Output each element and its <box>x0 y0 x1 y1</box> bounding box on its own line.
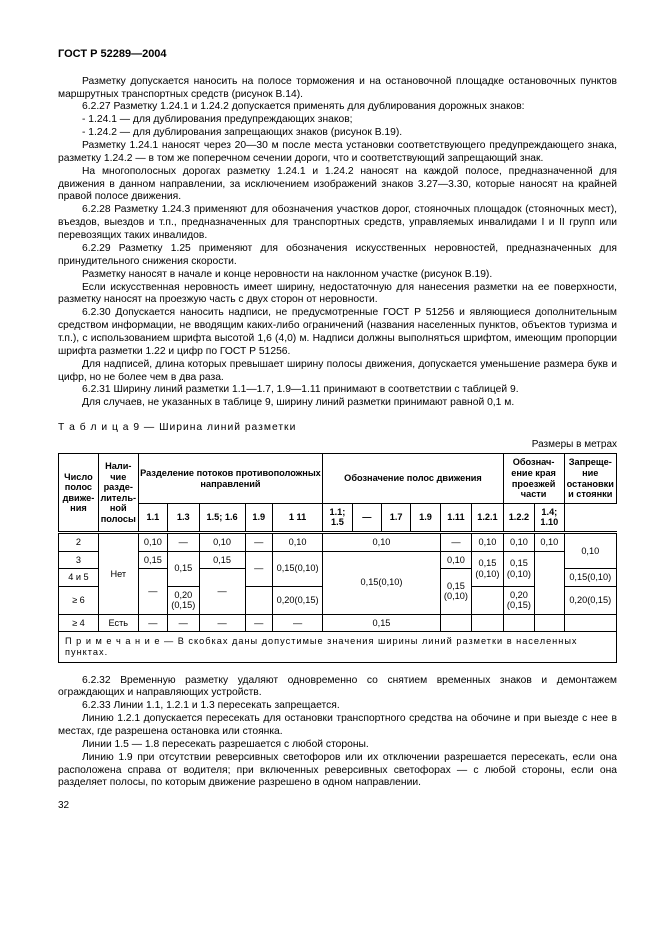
cell: 0,15(0,10) <box>323 551 440 614</box>
para: 6.2.28 Разметку 1.24.3 применяют для обо… <box>58 204 617 243</box>
cell: — <box>168 532 199 551</box>
para: Разметку наносят в начале и конце неровн… <box>58 269 617 282</box>
cell: — <box>440 532 471 551</box>
cell: 2 <box>59 532 99 551</box>
cell: 0,10 <box>503 532 534 551</box>
para: Для надписей, длина которых превышает ши… <box>58 359 617 385</box>
cell: — <box>245 614 272 632</box>
cell: 0,10 <box>440 551 471 569</box>
cell: 0,15(0,10) <box>564 569 616 587</box>
width-table: Число полос движе­ния Нали­чие разде­лит… <box>58 453 617 662</box>
cell: 0,15 (0,10) <box>440 569 471 615</box>
cell: 0,15 <box>138 551 167 569</box>
cell: 0,10 <box>535 532 564 551</box>
cell: 0,15 (0,10) <box>472 551 504 586</box>
para: Если искусственная неровность имеет шири… <box>58 282 617 308</box>
cell: Есть <box>98 614 138 632</box>
cell: 0,20(0,15) <box>564 586 616 614</box>
para: Разметку 1.24.1 наносят через 20—30 м по… <box>58 140 617 166</box>
cell <box>535 551 564 614</box>
cell <box>472 586 504 614</box>
cell: 0,10 <box>272 532 322 551</box>
para: Линию 1.2.1 допускается пересекать для о… <box>58 713 617 739</box>
th-sub: 1.2.1 <box>472 503 504 532</box>
th-sub: 1.9 <box>411 503 440 532</box>
para: Линию 1.9 при отсутствии реверсивных све… <box>58 752 617 791</box>
para: 6.2.32 Временную разметку удаляют одновр… <box>58 675 617 701</box>
para: Разметку допускается наносить на полосе … <box>58 76 617 102</box>
th-divider: Нали­чие разде­литель­ной полосы <box>98 454 138 532</box>
para: 6.2.29 Разметку 1.25 применяют для обозн… <box>58 243 617 269</box>
th-sub: 1.9 <box>245 503 272 532</box>
para: - 1.24.2 — для дублирования запрещающих … <box>58 127 617 140</box>
th-prohibit: Запреще­ние остановки и стоянки <box>564 454 616 503</box>
th-sub: 1.7 <box>381 503 410 532</box>
cell <box>440 614 471 632</box>
cell: 0,10 <box>199 532 245 551</box>
cell <box>535 614 564 632</box>
table-note: П р и м е ч а н и е — В скобках даны доп… <box>59 632 617 662</box>
th-sub: — <box>352 503 381 532</box>
units-label: Размеры в метрах <box>58 439 617 452</box>
th-opposite: Разделение потоков противополож­ных напр… <box>138 454 323 503</box>
th-lanes-mark: Обозначение полос движения <box>323 454 503 503</box>
cell: — <box>245 532 272 551</box>
top-paragraphs: Разметку допускается наносить на полосе … <box>58 76 617 410</box>
cell: 0,10 <box>472 532 504 551</box>
cell: — <box>138 569 167 615</box>
cell: 0,10 <box>323 532 440 551</box>
cell: 0,20 (0,15) <box>168 586 199 614</box>
cell: 0,15 <box>199 551 245 569</box>
cell <box>245 586 272 614</box>
cell: — <box>199 614 245 632</box>
cell: 3 <box>59 551 99 569</box>
cell: — <box>168 614 199 632</box>
cell: — <box>138 614 167 632</box>
cell: Нет <box>98 532 138 614</box>
cell: 0,20(0,15) <box>272 586 322 614</box>
th-sub: 1.2.2 <box>503 503 534 532</box>
cell <box>472 614 504 632</box>
cell: 0,15 <box>323 614 440 632</box>
table-caption: Т а б л и ц а 9 — Ширина линий разметки <box>58 422 617 435</box>
th-sub: 1.1; 1.5 <box>323 503 352 532</box>
para: 6.2.27 Разметку 1.24.1 и 1.24.2 допускае… <box>58 101 617 114</box>
th-lanes: Число полос движе­ния <box>59 454 99 532</box>
cell <box>503 614 534 632</box>
cell: 0,15 (0,10) <box>503 551 534 586</box>
para: - 1.24.1 — для дублирования предупреждаю… <box>58 114 617 127</box>
th-sub: 1.3 <box>168 503 199 532</box>
cell <box>564 614 616 632</box>
para: 6.2.30 Допускается наносить надписи, не … <box>58 307 617 358</box>
bottom-paragraphs: 6.2.32 Временную разметку удаляют одновр… <box>58 675 617 791</box>
th-edge: Обознач­ение края проезжей части <box>503 454 564 503</box>
th-sub: 1.11 <box>440 503 471 532</box>
cell: — <box>272 614 322 632</box>
cell: 0,20 (0,15) <box>503 586 534 614</box>
cell: 0,15(0,10) <box>272 551 322 586</box>
para: Для случаев, не указанных в таблице 9, ш… <box>58 397 617 410</box>
para: 6.2.33 Линии 1.1, 1.2.1 и 1.3 пересекать… <box>58 700 617 713</box>
cell: 0,15 <box>168 551 199 586</box>
th-sub: 1 11 <box>272 503 322 532</box>
cell: — <box>199 569 245 615</box>
page-number: 32 <box>58 800 617 813</box>
para: На многополосных дорогах разметку 1.24.1… <box>58 166 617 205</box>
cell: 0,10 <box>138 532 167 551</box>
para: Линии 1.5 — 1.8 пересекать разрешается с… <box>58 739 617 752</box>
cell: 4 и 5 <box>59 569 99 587</box>
doc-header: ГОСТ Р 52289—2004 <box>58 48 617 62</box>
th-sub: 1.5; 1.6 <box>199 503 245 532</box>
cell: — <box>245 551 272 586</box>
cell: ≥ 4 <box>59 614 99 632</box>
para: 6.2.31 Ширину линий разметки 1.1—1.7, 1.… <box>58 384 617 397</box>
th-sub: 1.1 <box>138 503 167 532</box>
cell: ≥ 6 <box>59 586 99 614</box>
cell: 0,10 <box>564 532 616 568</box>
th-sub: 1.4; 1.10 <box>535 503 564 532</box>
